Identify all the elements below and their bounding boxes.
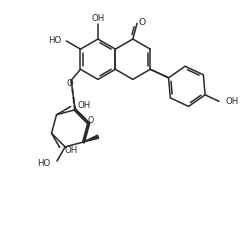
Text: HO: HO: [48, 36, 61, 45]
Text: OH: OH: [91, 14, 105, 23]
Text: OH: OH: [77, 101, 91, 110]
Polygon shape: [84, 135, 99, 142]
Text: HO: HO: [37, 159, 50, 168]
Text: O: O: [87, 116, 94, 125]
Text: OH: OH: [226, 97, 239, 106]
Text: O: O: [67, 79, 74, 88]
Text: OH: OH: [65, 146, 78, 155]
Text: O: O: [138, 18, 145, 27]
